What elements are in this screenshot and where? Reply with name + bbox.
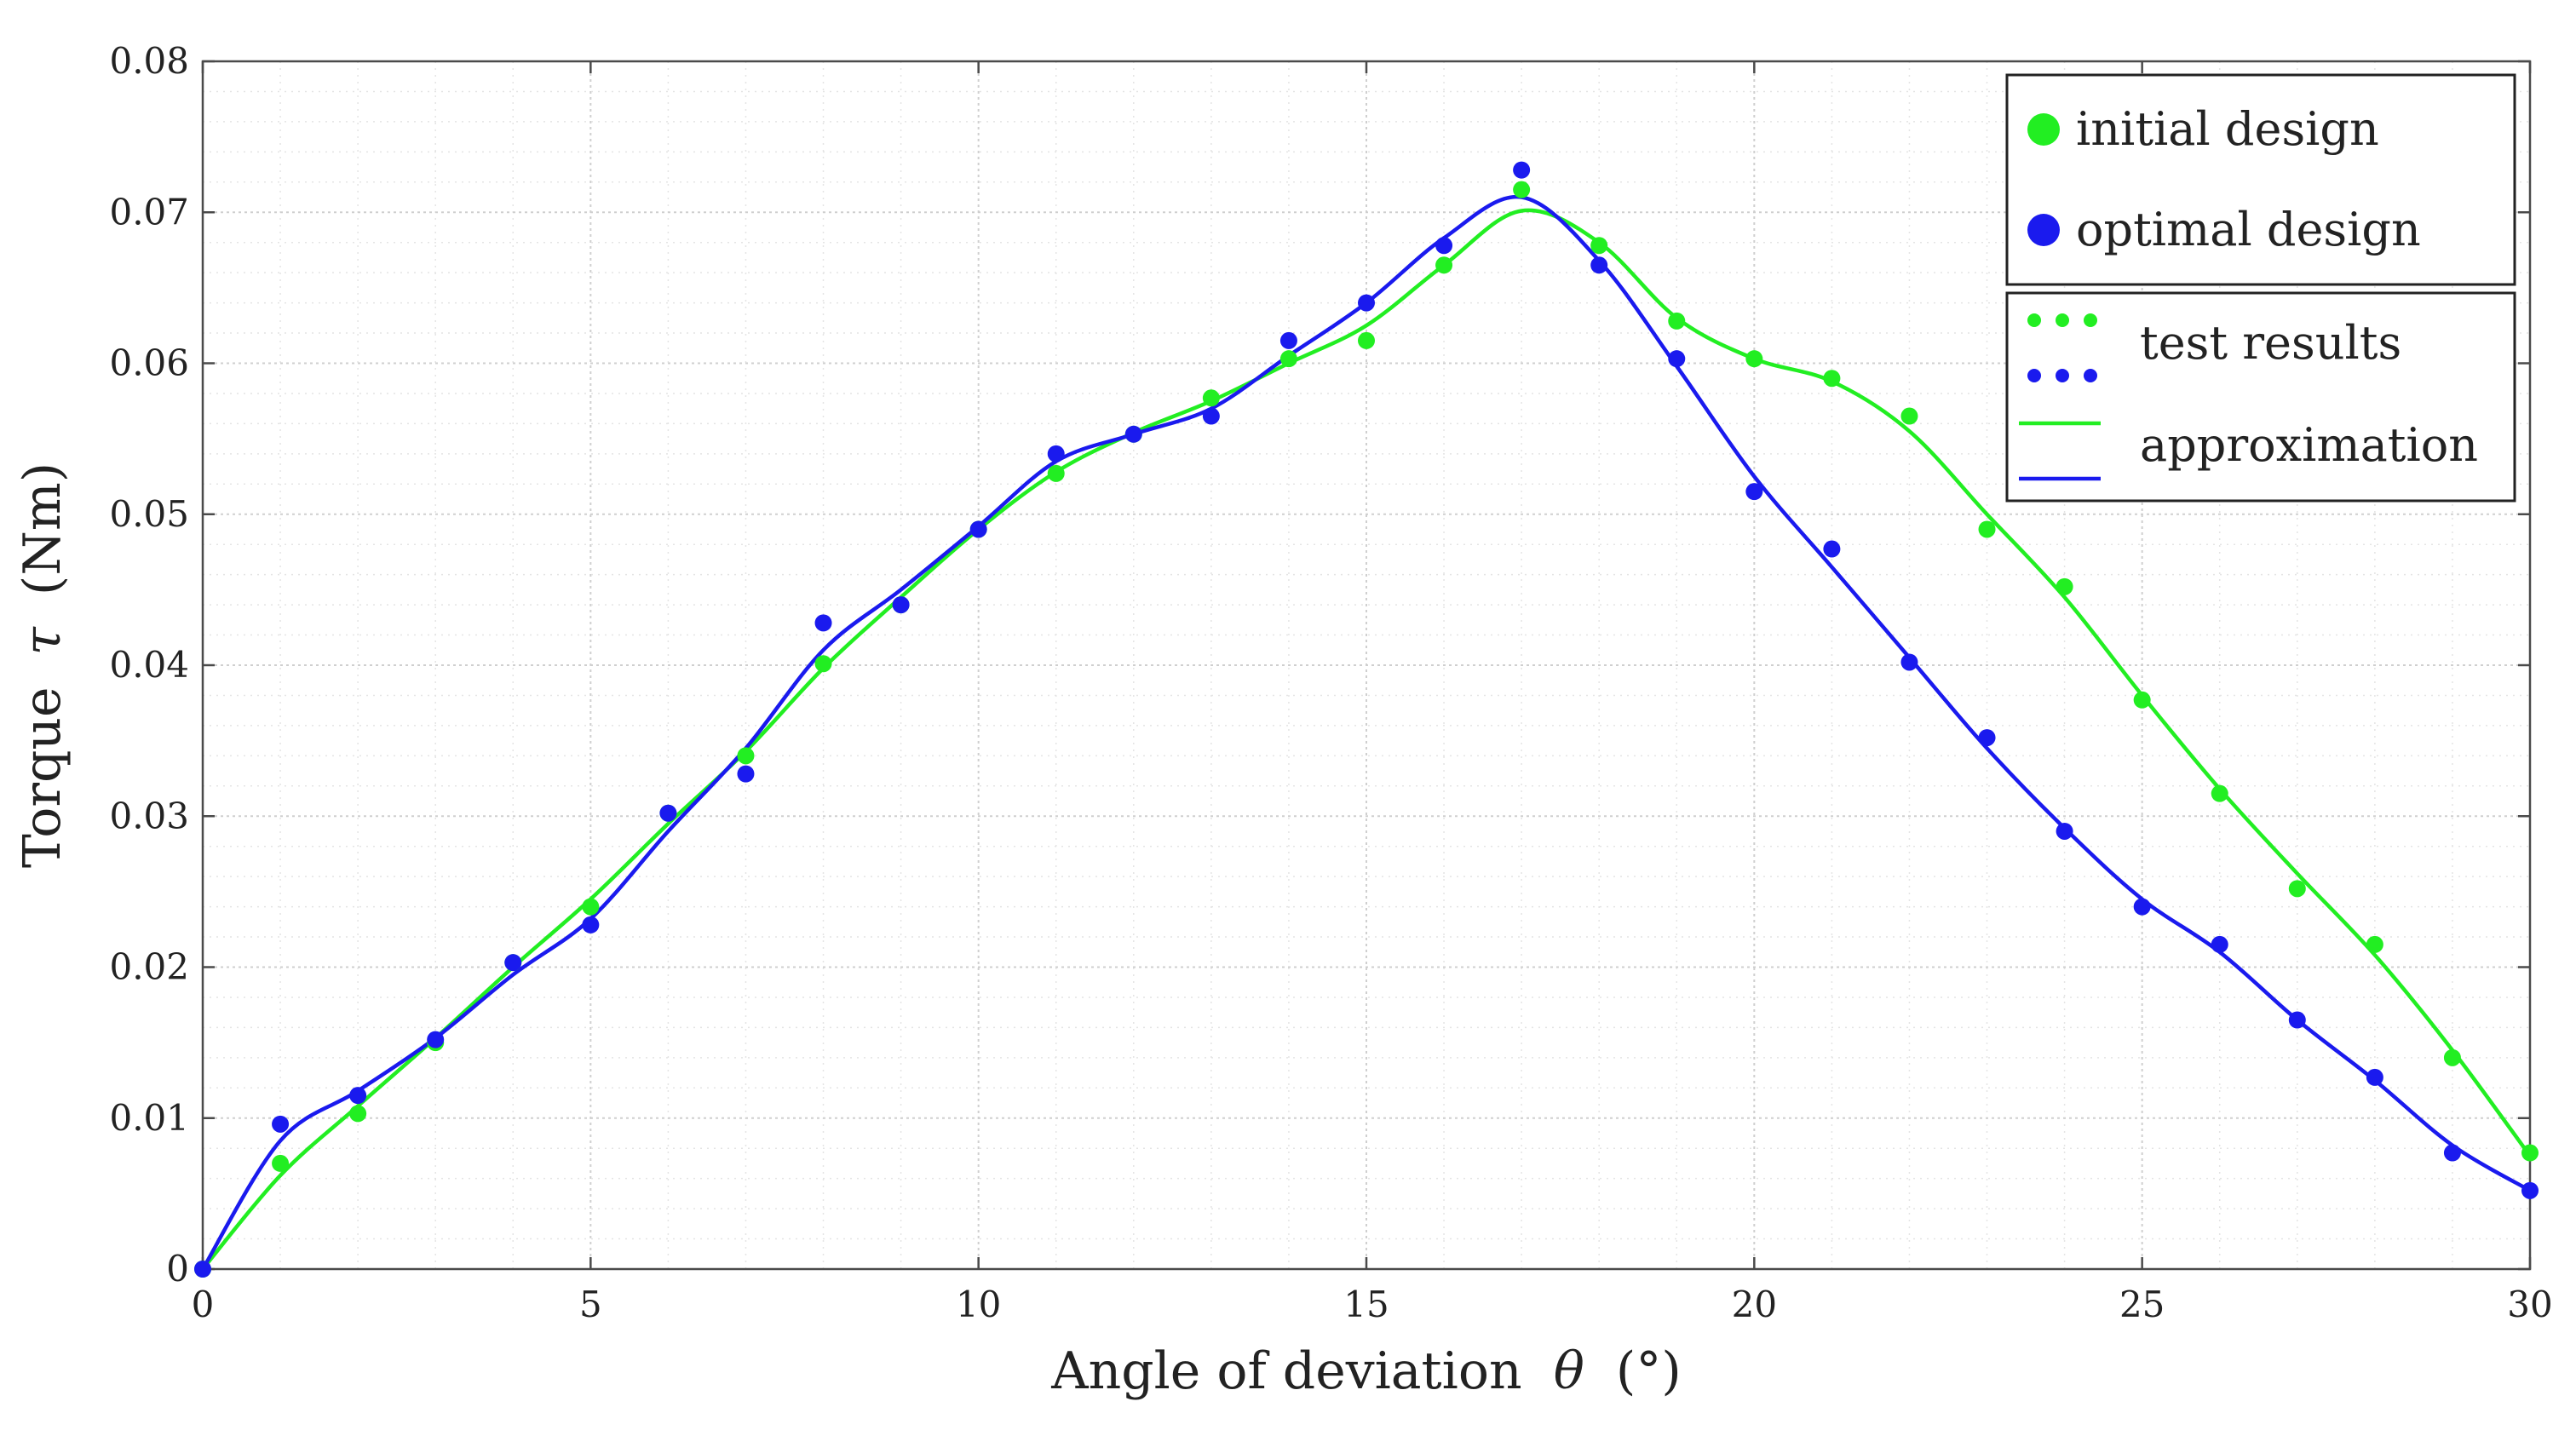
y-tick-label: 0.07 xyxy=(109,191,189,233)
initial-design-test-point xyxy=(2288,880,2306,898)
optimal-design-test-point xyxy=(2288,1011,2306,1029)
optimal-design-test-point xyxy=(1823,540,1841,558)
optimal-design-test-point xyxy=(1202,407,1220,425)
initial-design-test-point xyxy=(2211,784,2228,802)
legend-dot-blue-1 xyxy=(2027,369,2041,382)
optimal-design-test-point xyxy=(504,954,522,972)
y-tick-label: 0.05 xyxy=(109,493,189,535)
initial-design-test-point xyxy=(1202,389,1220,407)
initial-design-test-point xyxy=(2366,935,2383,953)
optimal-design-test-point xyxy=(1358,294,1375,312)
optimal-design-test-point xyxy=(2443,1144,2461,1162)
initial-design-test-point xyxy=(349,1105,367,1123)
legend: initial design optimal design test resul… xyxy=(2005,73,2516,503)
x-tick-label: 5 xyxy=(579,1284,602,1325)
optimal-design-test-point xyxy=(892,596,910,614)
optimal-design-test-point xyxy=(969,520,987,538)
legend-dot-green-1 xyxy=(2027,313,2041,327)
initial-design-test-point xyxy=(272,1154,290,1172)
x-axis-title-text: Angle of deviation xyxy=(1050,1341,1521,1401)
y-tick-label: 0.04 xyxy=(109,644,189,686)
initial-design-test-point xyxy=(582,898,600,916)
y-axis-title: Torque τ (Nm) xyxy=(13,462,72,868)
legend-initial-design-marker xyxy=(2027,113,2060,146)
initial-design-test-point xyxy=(2056,577,2073,595)
initial-design-test-point xyxy=(1047,464,1065,482)
y-tick-label: 0.08 xyxy=(109,40,189,82)
initial-design-test-point xyxy=(1978,520,1996,538)
y-tick-label: 0 xyxy=(166,1248,189,1290)
optimal-design-test-point xyxy=(349,1087,367,1105)
legend-designs-box xyxy=(2005,73,2516,286)
initial-design-test-point xyxy=(1823,370,1841,388)
optimal-design-test-point xyxy=(814,614,832,632)
x-axis-title: Angle of deviation θ (°) xyxy=(1050,1341,1682,1401)
optimal-design-test-point xyxy=(1435,237,1453,255)
initial-design-test-point xyxy=(2133,691,2151,709)
optimal-design-test-point xyxy=(659,804,677,822)
legend-initial-design-label: initial design xyxy=(2076,102,2379,156)
legend-dot-blue-2 xyxy=(2056,369,2069,382)
optimal-design-test-point xyxy=(1745,483,1763,501)
legend-optimal-design-label: optimal design xyxy=(2076,203,2421,256)
optimal-design-test-point xyxy=(737,765,755,783)
y-axis-title-symbol: τ xyxy=(13,626,72,655)
x-tick-label: 0 xyxy=(192,1284,215,1325)
series-layer xyxy=(194,161,2539,1278)
legend-dot-green-2 xyxy=(2056,313,2069,327)
optimal-design-test-point xyxy=(272,1115,290,1133)
initial-design-test-point xyxy=(1900,407,1918,425)
tick-labels: 0 5 10 15 20 25 30 0 0.01 0.02 0.03 0.04 0.05 0.06 0.0… xyxy=(109,40,2552,1325)
optimal-design-test-point xyxy=(194,1261,211,1278)
initial-design-test-point xyxy=(1435,256,1453,274)
optimal-design-test-point xyxy=(2521,1181,2539,1199)
legend-test-results-label: test results xyxy=(2140,316,2401,370)
initial-design-test-point xyxy=(737,747,755,765)
optimal-design-test-point xyxy=(582,916,600,933)
optimal-design-test-point xyxy=(2133,898,2151,916)
y-axis-title-text: Torque xyxy=(13,686,72,868)
initial-design-test-point xyxy=(2521,1144,2539,1162)
initial-design-test-point xyxy=(1513,181,1531,198)
x-tick-label: 10 xyxy=(956,1284,1001,1325)
optimal-design-test-point xyxy=(2056,822,2073,840)
optimal-design-test-point xyxy=(1513,161,1531,179)
optimal-design-test-point xyxy=(2211,935,2228,953)
x-axis-title-unit: (°) xyxy=(1616,1341,1682,1401)
legend-dot-blue-3 xyxy=(2084,369,2097,382)
legend-styles-box xyxy=(2005,291,2516,503)
optimal-design-test-point xyxy=(1279,331,1297,349)
x-tick-label: 20 xyxy=(1732,1284,1777,1325)
legend-dot-green-3 xyxy=(2084,313,2097,327)
optimal-design-test-point xyxy=(1978,729,1996,747)
initial-design-test-point xyxy=(1358,331,1375,349)
legend-test-results-sample xyxy=(2027,313,2097,382)
initial-design-test-point xyxy=(2443,1048,2461,1066)
y-axis-title-unit: (Nm) xyxy=(13,462,72,595)
initial-design-test-point xyxy=(814,655,832,673)
y-tick-label: 0.02 xyxy=(109,946,189,988)
y-tick-label: 0.06 xyxy=(109,342,189,384)
initial-design-test-point xyxy=(1668,312,1686,330)
optimal-design-test-point xyxy=(1590,256,1608,274)
initial-design-test-point xyxy=(1279,350,1297,368)
initial-design-test-point xyxy=(1590,237,1608,255)
optimal-design-test-point xyxy=(1047,445,1065,462)
optimal-design-test-point xyxy=(2366,1068,2383,1086)
legend-approximation-label: approximation xyxy=(2140,418,2478,472)
x-axis-title-symbol: θ xyxy=(1554,1341,1584,1401)
x-tick-label: 15 xyxy=(1343,1284,1389,1325)
initial-design-test-point xyxy=(1745,350,1763,368)
optimal-design-test-point xyxy=(427,1031,445,1048)
optimal-design-test-point xyxy=(1668,350,1686,368)
y-tick-label: 0.01 xyxy=(109,1097,189,1139)
optimal-design-test-point xyxy=(1900,653,1918,671)
x-tick-label: 30 xyxy=(2507,1284,2552,1325)
y-tick-label: 0.03 xyxy=(109,795,189,836)
x-tick-label: 25 xyxy=(2119,1284,2165,1325)
optimal-design-test-point xyxy=(1124,425,1142,443)
axis-ticks xyxy=(201,60,2532,1271)
legend-optimal-design-marker xyxy=(2027,214,2060,246)
